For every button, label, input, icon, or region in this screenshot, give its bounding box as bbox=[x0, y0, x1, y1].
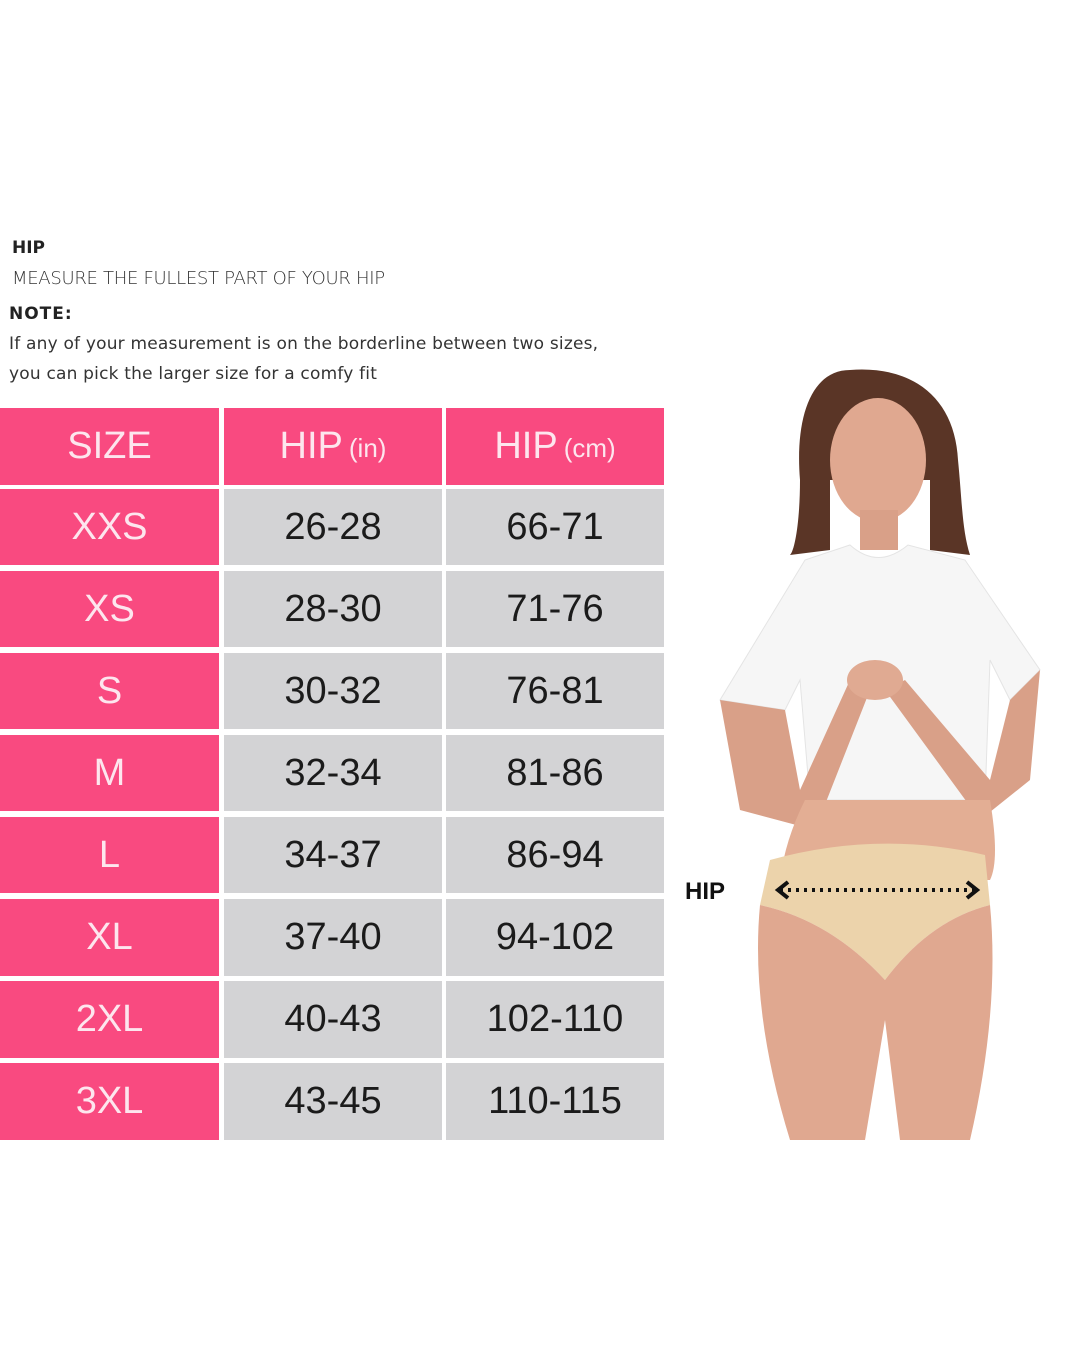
header-label: SIZE bbox=[67, 425, 152, 467]
hip-label: HIP bbox=[685, 878, 726, 905]
header-label: HIP bbox=[494, 425, 558, 467]
header-label: HIP bbox=[279, 425, 343, 467]
size-cell: L bbox=[0, 817, 219, 893]
measurement-cell: 66-71 bbox=[446, 489, 664, 565]
header-cell: HIP (cm) bbox=[446, 408, 664, 485]
note-line-2: you can pick the larger size for a comfy… bbox=[9, 364, 378, 384]
hip-instruction: MEASURE THE FULLEST PART OF YOUR HIP bbox=[12, 268, 385, 289]
header-cell: SIZE bbox=[0, 408, 219, 485]
measurement-cell: 71-76 bbox=[446, 571, 664, 647]
size-cell: 3XL bbox=[0, 1063, 219, 1140]
measurement-cell: 26-28 bbox=[224, 489, 442, 565]
measurement-cell: 37-40 bbox=[224, 899, 442, 976]
hip-heading: HIP bbox=[12, 238, 46, 258]
measurement-cell: 40-43 bbox=[224, 981, 442, 1058]
measurement-cell: 86-94 bbox=[446, 817, 664, 893]
measurement-cell: 32-34 bbox=[224, 735, 442, 811]
size-cell: S bbox=[0, 653, 219, 729]
model-photo bbox=[719, 369, 1041, 1140]
note-line-1: If any of your measurement is on the bor… bbox=[9, 334, 599, 354]
size-cell: 2XL bbox=[0, 981, 219, 1058]
note-heading: NOTE: bbox=[9, 304, 73, 324]
measurement-cell: 43-45 bbox=[224, 1063, 442, 1140]
measurement-cell: 102-110 bbox=[446, 981, 664, 1058]
header-unit: (in) bbox=[348, 433, 387, 463]
measurement-cell: 81-86 bbox=[446, 735, 664, 811]
measurement-cell: 34-37 bbox=[224, 817, 442, 893]
face bbox=[830, 398, 926, 522]
header-cell: HIP (in) bbox=[224, 408, 442, 485]
size-cell: XL bbox=[0, 899, 219, 976]
measurement-cell: 28-30 bbox=[224, 571, 442, 647]
measurement-cell: 110-115 bbox=[446, 1063, 664, 1140]
measurement-cell: 76-81 bbox=[446, 653, 664, 729]
size-cell: XXS bbox=[0, 489, 219, 565]
header-unit: (cm) bbox=[563, 433, 616, 463]
size-cell: M bbox=[0, 735, 219, 811]
hip-measure-arrow-icon bbox=[774, 880, 981, 900]
size-cell: XS bbox=[0, 571, 219, 647]
beige-brief bbox=[760, 843, 990, 980]
measurement-cell: 94-102 bbox=[446, 899, 664, 976]
measurement-cell: 30-32 bbox=[224, 653, 442, 729]
